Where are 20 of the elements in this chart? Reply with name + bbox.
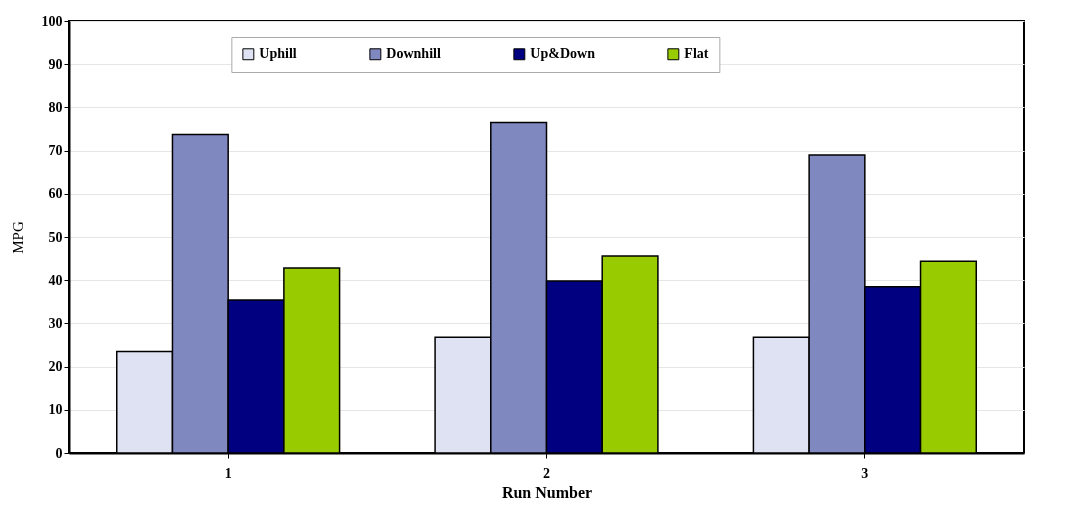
y-tick-label: 90: [48, 56, 63, 72]
legend-label: Up&Down: [530, 46, 596, 62]
y-tick-label: 10: [48, 402, 63, 418]
y-tick-label: 70: [48, 143, 63, 159]
x-tick-label: 2: [543, 465, 550, 481]
x-tick-label: 1: [224, 465, 232, 481]
y-tick-label: 20: [48, 359, 63, 375]
legend-label: Downhill: [386, 46, 441, 62]
x-tick-label: 3: [861, 465, 869, 481]
y-tick-label: 50: [48, 229, 63, 245]
y-tick-label: 0: [55, 445, 63, 461]
legend-label: Flat: [684, 46, 709, 62]
legend-label: Uphill: [259, 46, 297, 62]
y-tick-label: 40: [48, 272, 63, 288]
y-tick-label: 30: [48, 315, 63, 331]
y-axis-title: MPG: [9, 221, 26, 254]
x-axis-title: Run Number: [501, 483, 593, 501]
y-tick-label: 80: [48, 99, 63, 115]
y-tick-label: 100: [41, 13, 63, 29]
y-tick-label: 60: [48, 186, 63, 202]
